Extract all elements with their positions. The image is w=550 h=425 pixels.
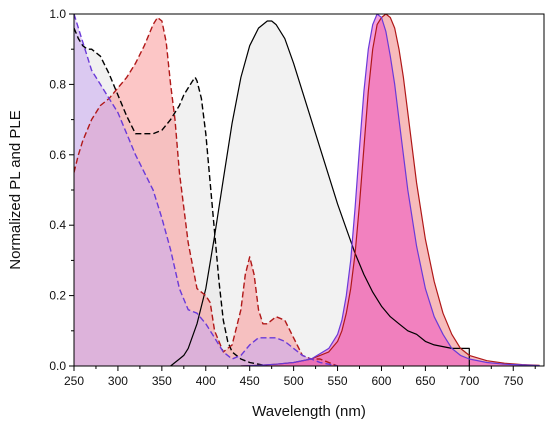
- series-solid-red-pl-line: [240, 14, 540, 366]
- y-tick-label: 0.4: [49, 218, 66, 232]
- y-tick-label: 0.8: [49, 77, 66, 91]
- series-layer: [74, 14, 540, 366]
- series-dashed-purple-ple-area: [74, 14, 338, 366]
- x-tick-label: 550: [328, 374, 348, 388]
- x-tick-label: 450: [240, 374, 260, 388]
- x-tick-label: 700: [459, 374, 479, 388]
- x-tick-label: 250: [64, 374, 84, 388]
- series-dashed-red-ple-line: [74, 16, 338, 366]
- y-tick-label: 1.0: [49, 7, 66, 21]
- x-tick-label: 350: [152, 374, 172, 388]
- y-axis-title: Normalized PL and PLE: [7, 110, 24, 270]
- x-axis-title: Wavelength (nm): [252, 403, 366, 420]
- x-tick-label: 300: [108, 374, 128, 388]
- x-tick-label: 600: [371, 374, 391, 388]
- y-tick-label: 0.6: [49, 148, 66, 162]
- y-tick-label: 0.0: [49, 359, 66, 373]
- series-solid-black-pl-line: [170, 20, 470, 366]
- x-tick-label: 750: [503, 374, 523, 388]
- x-tick-label: 500: [284, 374, 304, 388]
- series-dashed-purple-ple-line: [74, 14, 338, 366]
- ticks-layer: 250 300 350 400 450 500 550 600 650 700 750 0.0 0.2 0…: [49, 7, 536, 388]
- x-tick-label: 650: [415, 374, 435, 388]
- series-solid-purple-pl-line: [240, 14, 540, 366]
- y-tick-label: 0.2: [49, 289, 66, 303]
- x-tick-label: 400: [196, 374, 216, 388]
- series-solid-purple-pl-area: [240, 14, 540, 366]
- series-dashed-black-ple-line: [74, 27, 268, 366]
